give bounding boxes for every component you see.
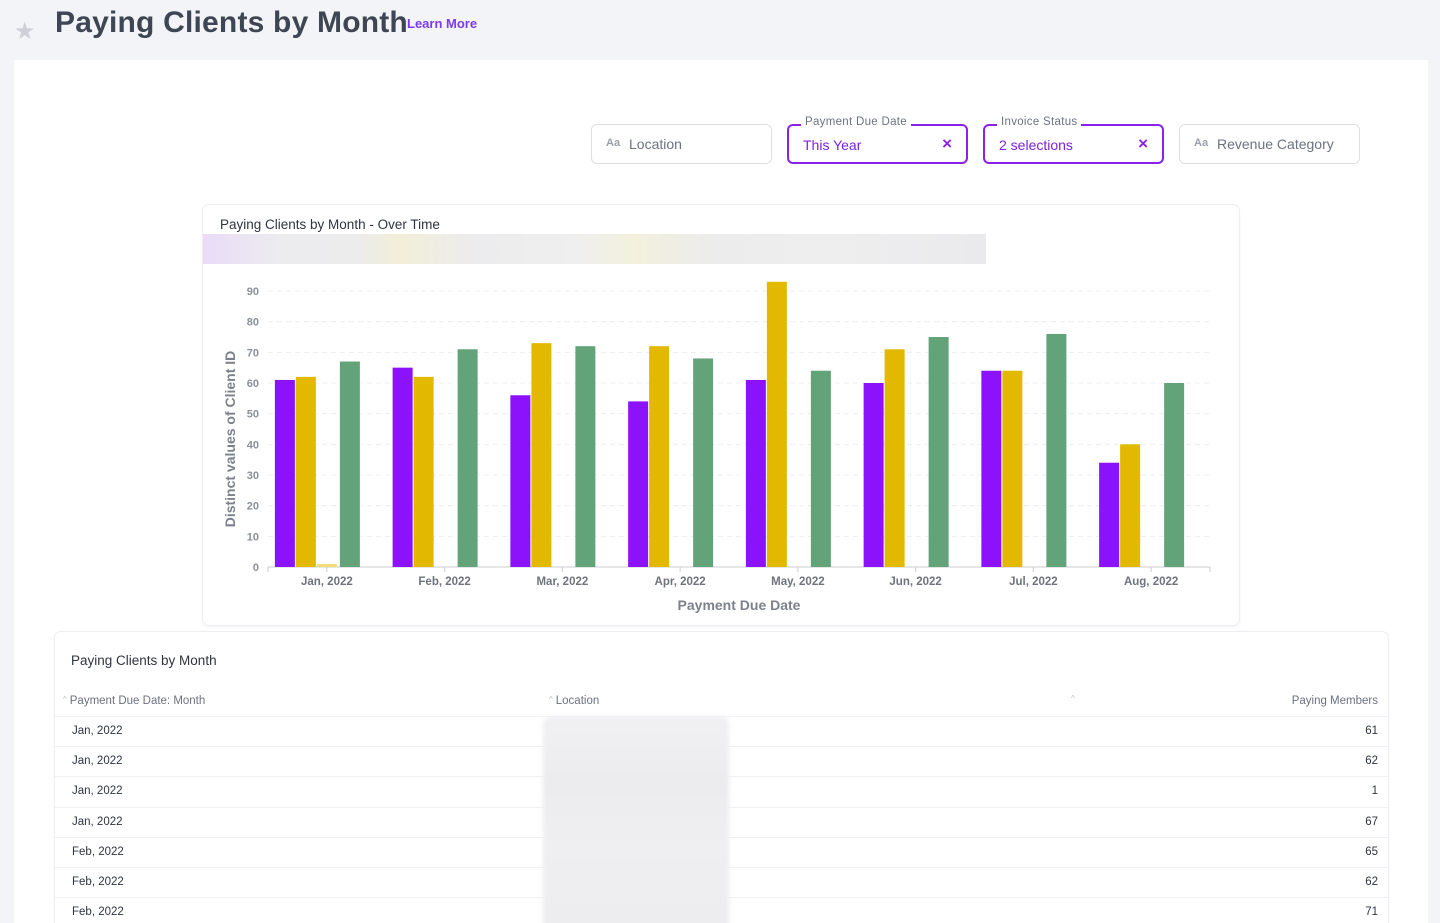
y-tick-label: 30 xyxy=(247,470,259,482)
page-header: ★ Paying Clients by Month Learn More xyxy=(0,0,1440,60)
location-filter[interactable]: Aa Location xyxy=(591,124,772,164)
table-title: Paying Clients by Month xyxy=(71,653,217,668)
x-tick-label: Jul, 2022 xyxy=(1009,576,1058,588)
bar xyxy=(981,370,1002,567)
month-cell: Feb, 2022 xyxy=(72,906,124,919)
text-type-icon: Aa xyxy=(606,137,621,149)
bar xyxy=(274,379,295,567)
y-axis-label: Distinct values of Client ID xyxy=(222,351,238,528)
y-tick-label: 50 xyxy=(247,409,259,421)
bar xyxy=(531,343,552,567)
bar xyxy=(295,376,316,567)
text-type-icon: Aa xyxy=(1194,137,1209,149)
column-header-month[interactable]: ^ Payment Due Date: Month xyxy=(63,695,206,707)
x-tick-label: Mar, 2022 xyxy=(536,576,588,588)
paying-members-cell: 61 xyxy=(1365,725,1378,737)
bar xyxy=(1099,462,1120,567)
sort-caret-icon: ^ xyxy=(63,695,67,704)
bar xyxy=(628,401,649,567)
bar xyxy=(316,563,337,567)
bar xyxy=(510,395,531,567)
learn-more-link[interactable]: Learn More xyxy=(407,16,478,31)
y-tick-label: 0 xyxy=(253,562,259,574)
chart-title: Paying Clients by Month - Over Time xyxy=(220,217,440,232)
close-icon[interactable]: × xyxy=(1138,134,1148,153)
sort-caret-icon: ^ xyxy=(549,695,553,704)
column-header-location[interactable]: ^ Location xyxy=(549,695,600,707)
invoice-status-filter-label: Invoice Status xyxy=(997,116,1082,128)
bar xyxy=(1164,383,1185,567)
bar xyxy=(457,349,478,567)
bar xyxy=(1046,333,1067,567)
page-title: Paying Clients by Month xyxy=(55,6,408,39)
table-card: Paying Clients by Month ^ Payment Due Dat… xyxy=(55,632,1388,923)
bar-chart: 0 10 20 30 40 50 60 70 80 90 Jan, 2022 Feb, 2022 Mar… xyxy=(222,281,1211,613)
bar xyxy=(1120,444,1141,567)
bar xyxy=(863,383,884,567)
x-tick-label: Feb, 2022 xyxy=(418,576,470,588)
bar xyxy=(1002,370,1023,567)
close-icon[interactable]: × xyxy=(942,134,952,153)
location-filter-placeholder: Location xyxy=(629,136,682,152)
invoice-status-filter-value: 2 selections xyxy=(999,137,1073,153)
paying-members-cell: 62 xyxy=(1365,875,1378,888)
month-cell: Jan, 2022 xyxy=(72,755,123,768)
paying-members-cell: 62 xyxy=(1365,755,1378,768)
month-cell: Feb, 2022 xyxy=(72,875,124,888)
x-tick-label: Jan, 2022 xyxy=(301,576,353,588)
y-tick-label: 80 xyxy=(247,317,259,329)
bar xyxy=(745,379,766,567)
star-icon[interactable]: ★ xyxy=(14,18,36,45)
payment-due-date-filter-value: This Year xyxy=(803,137,862,153)
month-cell: Jan, 2022 xyxy=(72,815,123,828)
x-axis-label: Payment Due Date xyxy=(678,597,801,613)
x-tick-label: Aug, 2022 xyxy=(1124,576,1178,588)
revenue-category-filter[interactable]: Aa Revenue Category xyxy=(1179,124,1360,164)
bar xyxy=(928,337,949,567)
x-tick-label: May, 2022 xyxy=(771,576,825,588)
y-tick-label: 40 xyxy=(247,439,259,451)
bar xyxy=(884,349,905,567)
month-cell: Jan, 2022 xyxy=(72,725,123,737)
paying-members-cell: 67 xyxy=(1365,815,1378,828)
chart-card: Paying Clients by Month - Over Time 0 10 2… xyxy=(203,205,1239,625)
bar xyxy=(810,370,831,567)
x-tick-label: Jun, 2022 xyxy=(889,576,941,588)
sort-caret-icon[interactable]: ^ xyxy=(1071,694,1075,703)
column-header-paying-members[interactable]: Paying Members xyxy=(1291,695,1378,707)
bar xyxy=(575,346,596,567)
payment-due-date-filter[interactable]: Payment Due Date This Year × xyxy=(787,116,968,164)
month-cell: Feb, 2022 xyxy=(72,845,124,858)
bar xyxy=(649,346,670,567)
paying-members-cell: 71 xyxy=(1365,906,1378,919)
month-cell: Jan, 2022 xyxy=(72,785,123,798)
location-column-redacted xyxy=(543,716,729,923)
y-tick-label: 70 xyxy=(247,347,259,359)
y-tick-label: 60 xyxy=(247,378,259,390)
bar xyxy=(392,367,413,567)
x-tick-label: Apr, 2022 xyxy=(655,576,706,588)
payment-due-date-filter-label: Payment Due Date xyxy=(801,116,911,128)
y-tick-label: 20 xyxy=(247,501,259,513)
paying-members-cell: 65 xyxy=(1365,845,1378,858)
y-tick-label: 10 xyxy=(247,531,259,543)
bar xyxy=(693,358,714,567)
y-tick-label: 90 xyxy=(247,286,259,298)
bar xyxy=(339,361,360,567)
invoice-status-filter[interactable]: Invoice Status 2 selections × xyxy=(983,116,1164,164)
paying-members-cell: 1 xyxy=(1371,785,1378,798)
revenue-category-filter-placeholder: Revenue Category xyxy=(1217,136,1334,152)
bar xyxy=(413,376,434,567)
chart-legend-redacted xyxy=(203,234,986,264)
bar xyxy=(766,281,787,567)
